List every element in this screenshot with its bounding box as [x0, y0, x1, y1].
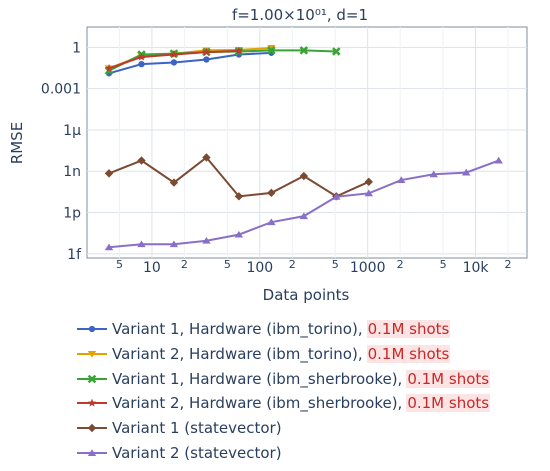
data-point: [267, 188, 276, 198]
legend-swatch: [77, 398, 107, 407]
legend-label: Variant 2, Hardware (ibm_sherbrooke),: [112, 394, 403, 413]
legend-swatch: [77, 326, 107, 333]
legend-swatch: [77, 351, 107, 358]
x-tick-label: 1000: [350, 260, 386, 276]
plot-area: [86, 26, 528, 259]
y-tick-label: 1μ: [63, 123, 81, 139]
legend-swatch: [77, 423, 107, 433]
data-point: [364, 177, 373, 187]
series-6: [104, 156, 503, 251]
x-tick-label: 10k: [463, 260, 490, 276]
legend-shots: 0.1M shots: [406, 369, 491, 388]
data-point: [137, 240, 146, 248]
data-point: [234, 192, 244, 201]
legend-shots: 0.1M shots: [366, 345, 451, 364]
data-point: [169, 178, 179, 187]
data-point: [299, 46, 309, 55]
legend-shots: 0.1M shots: [406, 394, 491, 413]
data-point: [234, 230, 244, 238]
legend-swatch: [77, 374, 107, 383]
data-point: [397, 176, 406, 183]
legend-label: Variant 1 (statevector): [112, 419, 282, 438]
y-tick-label: 1p: [63, 206, 81, 222]
data-point: [364, 189, 373, 197]
x-minor-tick-label: 2: [397, 258, 404, 271]
data-point: [332, 47, 341, 56]
y-axis-label: RMSE: [8, 122, 26, 164]
x-minor-tick-label: 5: [332, 258, 339, 271]
series-layer: [104, 45, 503, 251]
legend-label: Variant 1, Hardware (ibm_sherbrooke),: [112, 369, 403, 388]
x-minor-tick-label: 5: [440, 258, 447, 271]
x-minor-tick-label: 2: [289, 258, 296, 271]
legend-item[interactable]: Variant 1, Hardware (ibm_torino), 0.1M sh…: [76, 317, 546, 342]
legend-label: Variant 2 (statevector): [112, 443, 282, 462]
legend-item[interactable]: Variant 2, Hardware (ibm_torino), 0.1M sh…: [76, 342, 546, 367]
x-minor-tick-label: 5: [224, 258, 231, 271]
x-minor-tick-label: 5: [116, 258, 123, 271]
legend-label: Variant 1, Hardware (ibm_torino),: [112, 320, 363, 339]
data-point: [461, 168, 471, 176]
grid-lines: [87, 27, 527, 258]
legend-label: Variant 2, Hardware (ibm_torino),: [112, 345, 363, 364]
legend-shots: 0.1M shots: [366, 320, 451, 339]
data-point: [169, 240, 179, 248]
series-5: [104, 153, 373, 201]
x-minor-tick-label: 2: [181, 258, 188, 271]
data-point: [234, 46, 244, 55]
chart-title: f=1.00×10⁰¹, d=1: [232, 6, 368, 24]
legend-swatch: [77, 449, 107, 456]
y-tick-label: 1f: [67, 247, 82, 263]
x-tick-labels: 10 100 1000 10k 5 2 5 2 5 2 5 2: [116, 258, 512, 276]
x-tick-label: 100: [246, 260, 273, 276]
x-axis-label: Data points: [263, 286, 350, 304]
y-tick-labels: 1 0.001 1μ 1n 1p 1f: [41, 40, 82, 263]
legend-item[interactable]: Variant 2, Hardware (ibm_sherbrooke), 0.1…: [76, 391, 546, 416]
x-minor-tick-label: 2: [505, 258, 512, 271]
data-point: [203, 56, 210, 63]
data-point: [267, 46, 276, 55]
data-point: [202, 236, 211, 244]
data-point: [202, 153, 211, 162]
data-point: [170, 59, 178, 66]
y-tick-label: 1n: [63, 164, 81, 180]
y-tick-label: 0.001: [41, 82, 81, 98]
data-point: [137, 52, 146, 61]
series-line: [108, 51, 272, 75]
data-point: [267, 218, 276, 226]
x-tick-label: 10: [143, 260, 161, 276]
legend: Variant 1, Hardware (ibm_torino), 0.1M sh…: [76, 317, 546, 465]
data-point: [104, 243, 114, 251]
data-point: [138, 61, 145, 68]
data-point: [299, 212, 309, 220]
data-point: [494, 156, 503, 164]
legend-item[interactable]: Variant 2 (statevector): [76, 440, 546, 465]
data-point: [429, 170, 438, 178]
data-point: [104, 63, 114, 72]
data-point: [299, 171, 309, 181]
y-tick-label: 1: [72, 40, 81, 56]
data-point: [137, 156, 146, 165]
legend-item[interactable]: Variant 1, Hardware (ibm_sherbrooke), 0.1…: [76, 366, 546, 391]
series-4: [104, 46, 244, 72]
legend-item[interactable]: Variant 1 (statevector): [76, 416, 546, 441]
data-point: [202, 47, 211, 56]
data-point: [169, 50, 179, 59]
data-point: [104, 169, 114, 178]
data-point: [332, 192, 341, 200]
